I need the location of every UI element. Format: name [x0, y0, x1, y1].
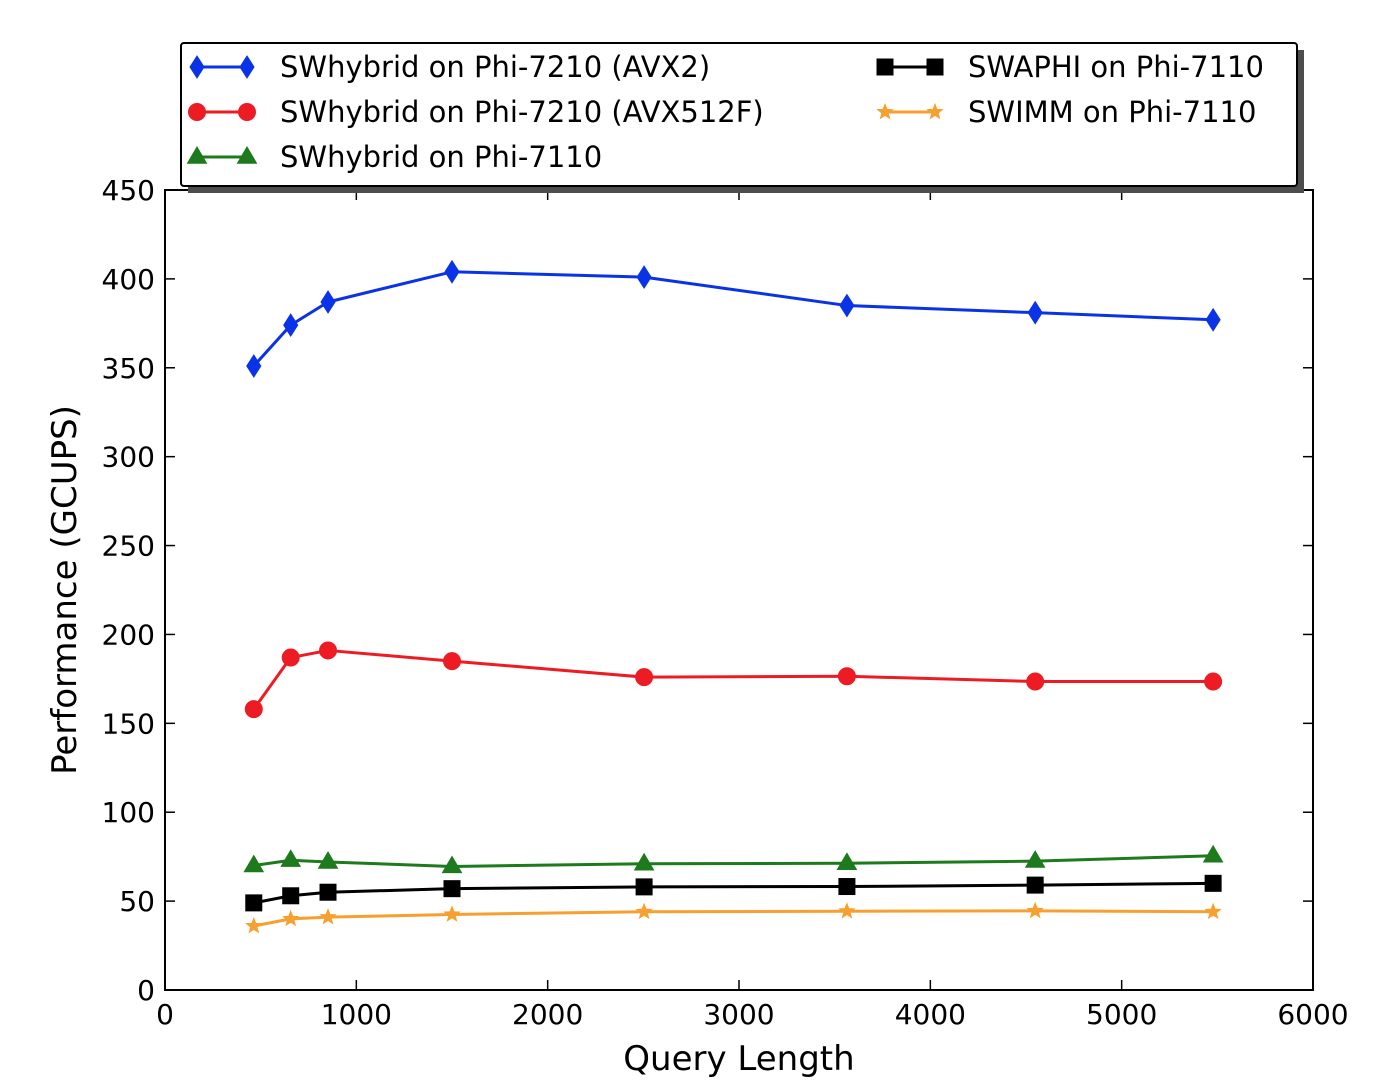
series-4-point-3 [319, 883, 337, 901]
legend-marker-3b [236, 146, 258, 164]
x-tick-label: 0 [156, 998, 174, 1031]
series-4-point-1 [245, 894, 263, 912]
series-5-point-6 [838, 902, 856, 919]
series-4-point-5 [635, 878, 653, 896]
legend-entry-5: SWIMM on Phi-7110 [876, 95, 1256, 129]
legend-marker-4b [926, 58, 944, 76]
series-4 [245, 874, 1222, 912]
series-2-point-5 [635, 668, 654, 687]
x-tick-label: 2000 [512, 998, 583, 1031]
series-5-point-8 [1204, 902, 1222, 920]
series-4-point-6 [838, 878, 856, 896]
series-4-point-8 [1204, 874, 1222, 892]
series-5 [245, 901, 1222, 934]
series-5-point-2 [282, 909, 300, 927]
y-axis-title: Performance (GCUPS) [45, 405, 85, 775]
series-5-point-1 [245, 916, 263, 934]
series-1 [246, 259, 1221, 378]
series-3-point-8 [1202, 844, 1224, 863]
series-2-point-4 [443, 652, 461, 671]
legend-entry-3: SWhybrid on Phi-7110 [186, 140, 602, 174]
legend-entry-1: SWhybrid on Phi-7210 (AVX2) [189, 50, 710, 84]
series-5-point-5 [635, 902, 653, 920]
series-5-point-4 [443, 905, 461, 922]
axes-layer: 0 1000 2000 3000 4000 5000 6000 0 50 100 150 200 250… [45, 174, 1349, 1079]
series-3-point-7 [1024, 850, 1046, 868]
legend-label: SWAPHI on Phi-7110 [968, 50, 1264, 84]
y-tick-label: 200 [102, 618, 155, 651]
legend-entry-2: SWhybrid on Phi-7210 (AVX512F) [188, 95, 764, 129]
series-2 [244, 641, 1223, 719]
series-5-point-7 [1026, 901, 1044, 919]
x-axis-title: Query Length [623, 1039, 854, 1079]
series-4-point-2 [282, 887, 300, 905]
series-2-line [252, 648, 1214, 710]
series-4-point-4 [443, 880, 461, 898]
series-3-point-3 [317, 851, 339, 869]
y-tick-label: 250 [102, 530, 155, 563]
y-tick-label: 350 [102, 352, 155, 385]
y-tick-label: 150 [102, 707, 155, 740]
series-2-point-6 [837, 667, 856, 686]
legend-entry-4: SWAPHI on Phi-7110 [876, 50, 1264, 84]
series-1-point-7 [1027, 300, 1043, 325]
series-1-point-1 [246, 354, 262, 378]
series-3-line [253, 854, 1214, 868]
series-5-point-3 [319, 907, 337, 925]
series-2-point-1 [244, 700, 263, 719]
series-4-point-7 [1026, 876, 1044, 894]
legend-marker-1b [239, 55, 255, 79]
legend-marker-3a [186, 146, 208, 164]
series-3-point-5 [633, 852, 655, 871]
series-1-point-2 [283, 313, 299, 338]
legend-label: SWhybrid on Phi-7210 (AVX2) [280, 50, 710, 84]
series-1-point-8 [1205, 307, 1221, 332]
marks-layer [243, 259, 1224, 934]
y-tick-label: 450 [102, 174, 155, 207]
y-tick-label: 50 [119, 885, 155, 918]
legend: SWhybrid on Phi-7210 (AVX2) SWhybrid on P… [180, 42, 1304, 193]
series-2-point-2 [281, 648, 300, 667]
series-1-point-3 [320, 290, 336, 314]
series-2-point-3 [319, 641, 338, 660]
legend-box [180, 42, 1298, 187]
y-tick-label: 0 [137, 974, 155, 1007]
legend-marker-2b [238, 103, 256, 121]
x-tick-label: 5000 [1086, 998, 1157, 1031]
plot-frame [164, 189, 1314, 991]
series-3-point-1 [243, 854, 265, 873]
legend-marker-5a [876, 102, 894, 120]
series-1-point-4 [444, 259, 460, 284]
x-tick-label: 1000 [321, 998, 392, 1031]
legend-label: SWIMM on Phi-7110 [968, 95, 1256, 129]
legend-marker-5b [926, 102, 944, 120]
legend-marker-2a [188, 103, 206, 121]
y-tick-label: 300 [102, 441, 155, 474]
legend-label: SWhybrid on Phi-7210 (AVX512F) [280, 95, 764, 129]
x-tick-label: 6000 [1277, 998, 1348, 1031]
series-1-line [252, 270, 1214, 368]
series-3-point-6 [836, 852, 858, 870]
series-4-line [253, 881, 1214, 905]
series-3 [243, 844, 1224, 874]
legend-label: SWhybrid on Phi-7110 [280, 140, 602, 174]
x-tick-label: 3000 [703, 998, 774, 1031]
series-3-point-2 [280, 849, 302, 867]
series-3-point-4 [441, 855, 463, 874]
legend-marker-4a [876, 58, 894, 76]
series-1-point-5 [636, 265, 652, 290]
series-2-point-8 [1204, 672, 1223, 691]
legend-marker-1a [189, 55, 205, 79]
series-1-point-6 [839, 293, 855, 318]
y-tick-label: 100 [102, 796, 155, 829]
series-2-point-7 [1026, 672, 1045, 691]
x-tick-label: 4000 [895, 998, 966, 1031]
series-5-line [253, 909, 1214, 928]
y-tick-label: 400 [102, 263, 155, 296]
